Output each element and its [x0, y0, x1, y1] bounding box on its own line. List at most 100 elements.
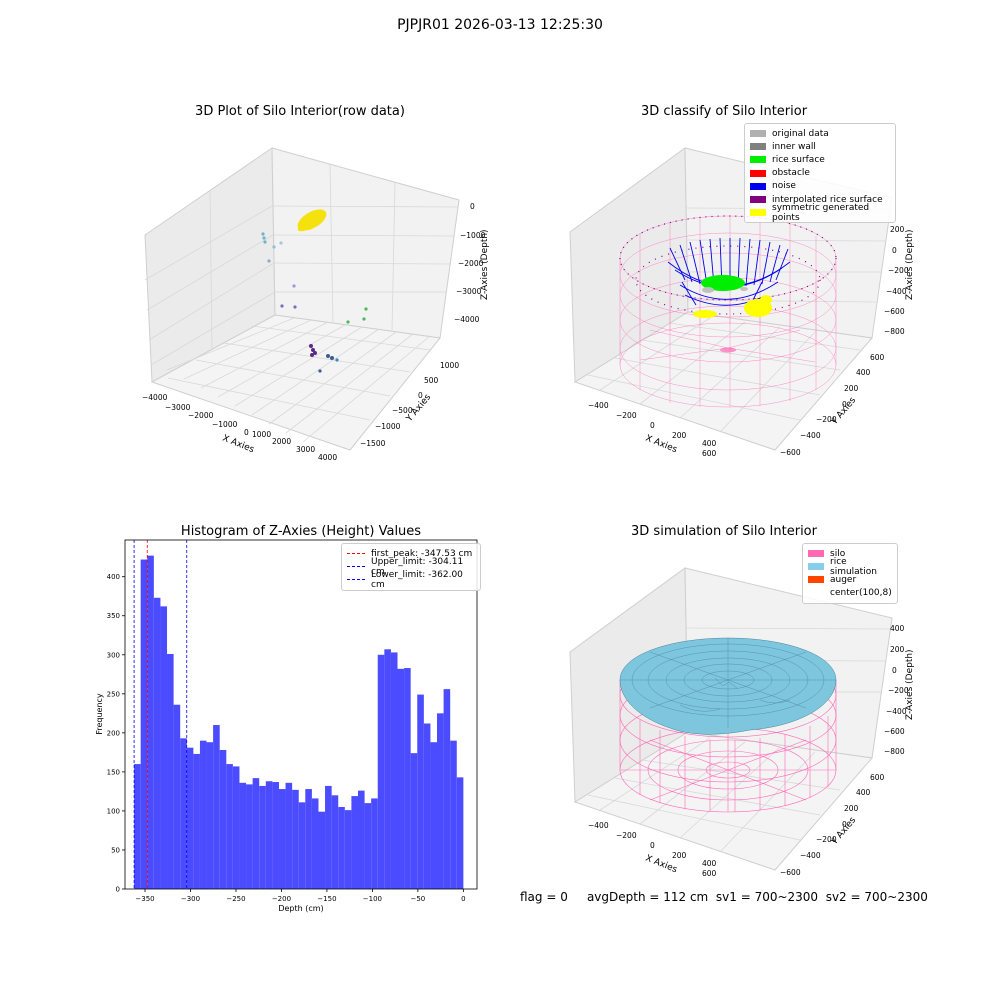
svg-text:−4000: −4000	[142, 393, 168, 402]
svg-text:−400: −400	[588, 401, 609, 410]
histogram-bar	[443, 689, 451, 889]
legend-label: symmetric generated points	[772, 202, 870, 223]
svg-text:600: 600	[702, 869, 717, 878]
legend-item-auger: auger	[808, 573, 892, 586]
status-line: flag = 0 avgDepth = 112 cm sv1 = 700~230…	[520, 890, 928, 904]
histogram-bar	[390, 652, 398, 889]
legend-label: rice surface	[772, 154, 825, 165]
histogram-bar	[450, 740, 457, 889]
svg-text:−800: −800	[884, 747, 905, 756]
svg-text:−400: −400	[886, 287, 907, 296]
svg-text:2000: 2000	[272, 437, 291, 446]
histogram-bar	[351, 796, 358, 889]
histogram-bar	[199, 740, 207, 889]
histogram-bar	[153, 597, 161, 889]
histogram-bar	[219, 750, 227, 889]
svg-text:−3000: −3000	[165, 403, 191, 412]
histogram-bar	[140, 559, 148, 889]
histogram-bar	[456, 777, 464, 889]
svg-text:400: 400	[856, 788, 871, 797]
histogram-bar	[430, 742, 438, 889]
histogram-bars	[134, 555, 464, 889]
svg-text:−400: −400	[588, 821, 609, 830]
svg-text:600: 600	[870, 773, 885, 782]
panel4-zlabel: Z-Axies (Depth)	[905, 649, 915, 720]
svg-text:400: 400	[702, 439, 717, 448]
histogram-bar	[278, 789, 286, 889]
legend-label: center(100,8)	[830, 588, 892, 599]
panel1-xlabel: X Axies	[221, 434, 256, 456]
svg-text:400: 400	[856, 368, 871, 377]
legend-swatch	[750, 196, 766, 204]
svg-text:−800: −800	[884, 327, 905, 336]
panel4-y-ticks: −600 −400 −200 0 200 400 600	[780, 773, 885, 877]
svg-text:−2000: −2000	[188, 411, 214, 420]
histogram-bar	[272, 782, 279, 889]
svg-text:0: 0	[842, 820, 847, 829]
histogram-bar	[417, 694, 424, 889]
histogram-bar	[186, 747, 194, 889]
svg-text:−200: −200	[816, 415, 837, 424]
histogram-bar	[325, 785, 332, 889]
x-tick-label: −300	[181, 895, 200, 903]
panel4-silo-wireframe	[619, 652, 837, 813]
legend-item-obstacle: obstacle	[750, 167, 890, 180]
panel4-z-ticks: −800 −600 −400 −200 0 200 400	[884, 624, 909, 756]
svg-text:−200: −200	[888, 266, 909, 275]
panel2-original-data	[702, 287, 748, 293]
histogram-bar	[364, 803, 372, 889]
histogram-bar	[377, 654, 385, 889]
svg-text:−400: −400	[800, 431, 821, 440]
histogram-bar	[437, 713, 444, 889]
svg-text:−3000: −3000	[456, 287, 482, 296]
svg-text:4000: 4000	[318, 453, 337, 462]
svg-text:500: 500	[424, 376, 439, 385]
svg-text:200: 200	[890, 645, 905, 654]
histogram-xlabel: Depth (cm)	[278, 904, 323, 913]
svg-text:−1000: −1000	[212, 420, 238, 429]
y-tick-label: 50	[111, 846, 120, 854]
histogram-bar	[134, 764, 141, 889]
svg-text:−400: −400	[800, 851, 821, 860]
legend-item-noise: noise	[750, 180, 890, 193]
panel2-grid	[587, 207, 891, 433]
panel2-interpolated-surface-inner	[635, 245, 821, 315]
legend-item-symmetric: symmetric generated points	[750, 203, 890, 223]
histogram-bar	[180, 738, 187, 889]
x-tick-label: 0	[461, 895, 465, 903]
y-tick-label: 350	[107, 612, 120, 620]
legend-item-interpolated: interpolated rice surface	[750, 193, 890, 206]
status-avg-depth: avgDepth = 112 cm	[586, 890, 709, 904]
histogram-bar	[331, 795, 339, 889]
status-sv2: sv2 = 700~2300	[825, 890, 928, 904]
histogram-bar	[265, 781, 273, 889]
legend-item-original-data: original data	[750, 127, 890, 140]
legend-swatch	[808, 590, 824, 597]
legend-line	[347, 579, 365, 581]
histogram-bar	[285, 782, 293, 889]
histogram-bar	[193, 753, 200, 889]
panel2-legend: original data inner wall rice surface ob…	[744, 123, 896, 224]
svg-text:−1000: −1000	[460, 231, 486, 240]
svg-text:200: 200	[672, 431, 687, 440]
svg-text:0: 0	[244, 428, 249, 437]
svg-text:0: 0	[418, 391, 423, 400]
svg-text:−400: −400	[886, 707, 907, 716]
svg-text:1000: 1000	[252, 430, 271, 439]
legend-line	[347, 553, 365, 555]
histogram-bar	[344, 810, 352, 889]
histogram-x-ticks: −350 −300 −250 −200 −150 −100 −50 0	[135, 889, 466, 903]
histogram-y-ticks: 0 50 100 150 200 250 300 350 400	[107, 573, 125, 894]
histogram-bar	[338, 807, 345, 889]
legend-item-rice-simulation: rice simulation	[808, 557, 892, 577]
panel3-title: Histogram of Z-Axies (Height) Values	[180, 524, 422, 539]
svg-text:−600: −600	[884, 307, 905, 316]
x-tick-label: −350	[135, 895, 154, 903]
svg-text:−1500: −1500	[360, 439, 386, 448]
panel2-rice-surface	[701, 275, 745, 291]
histogram-vlines	[133, 540, 188, 889]
histogram-bar	[213, 725, 220, 889]
